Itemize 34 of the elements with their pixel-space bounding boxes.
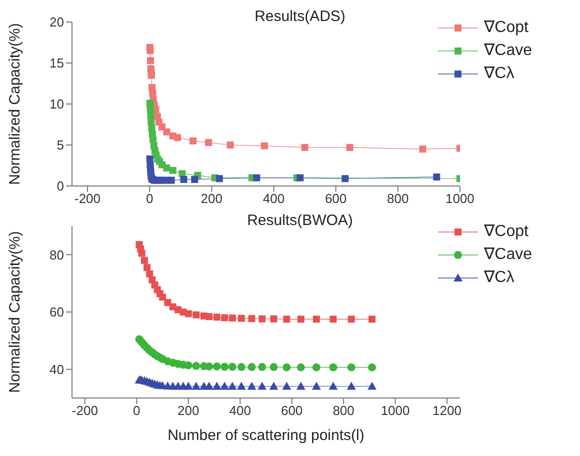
y-tick-label: 15: [50, 56, 64, 71]
x-tick-label: 800: [387, 191, 409, 206]
x-tick-label: 200: [200, 191, 223, 206]
y-tick-label: 80: [50, 247, 64, 262]
x-tick-label: 400: [229, 403, 251, 418]
y-axis-title: Normalized Capacity(%): [6, 23, 24, 185]
legend-label: ∇Copt: [484, 18, 528, 38]
legend-label: ∇Cλ: [484, 64, 514, 84]
y-axis-title: Normalized Capacity(%): [6, 231, 24, 393]
y-tick-label: 10: [50, 96, 64, 112]
y-tick-label: 5: [56, 138, 64, 153]
legend-label: ∇Cave: [484, 40, 532, 60]
x-tick-label: 600: [280, 403, 303, 418]
x-tick-label: -200: [74, 191, 101, 206]
y-tick-label: 0: [56, 178, 64, 194]
x-tick-label: 1000: [380, 403, 410, 418]
y-tick-label: 60: [50, 304, 64, 320]
x-tick-label: 0: [146, 191, 154, 206]
legend-label: ∇Copt: [484, 222, 528, 242]
x-tick-label: 1000: [445, 191, 474, 206]
x-tick-label: 0: [133, 403, 140, 418]
y-tick-label: 20: [50, 14, 64, 30]
chart-title: Results(ADS): [254, 8, 346, 25]
chart-title: Results(BWOA): [247, 212, 353, 229]
legend-label: ∇Cave: [484, 244, 532, 264]
x-tick-label: 400: [262, 191, 285, 206]
x-tick-label: 200: [178, 403, 200, 418]
legend-label: ∇Cλ: [484, 268, 514, 288]
y-tick-label: 40: [50, 362, 64, 377]
x-axis-title: Number of scattering points(l): [168, 427, 364, 444]
x-tick-label: 1200: [432, 403, 462, 418]
x-tick-label: -200: [72, 403, 98, 418]
x-tick-label: 800: [332, 403, 354, 418]
x-tick-label: 600: [324, 191, 347, 206]
